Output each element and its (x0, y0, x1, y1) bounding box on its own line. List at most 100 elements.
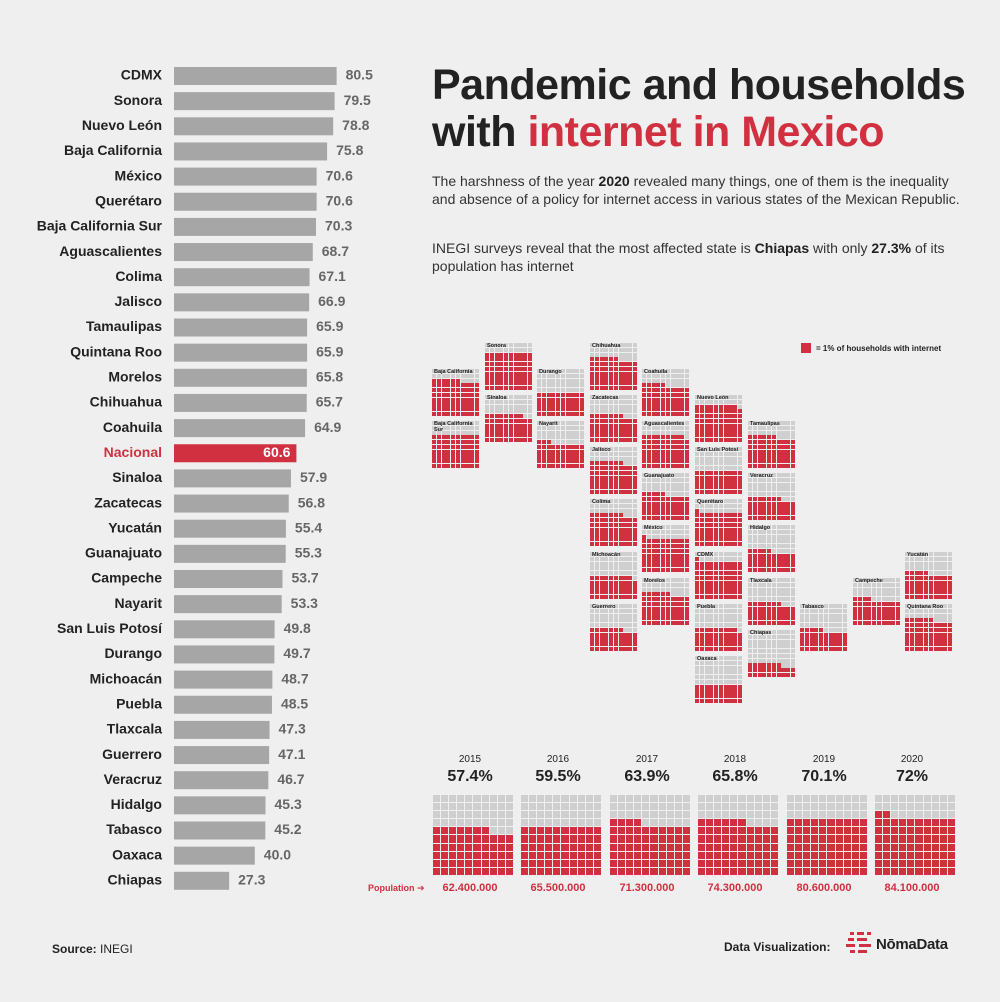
waffle-cell (642, 425, 647, 430)
waffle-cell (441, 449, 446, 454)
waffle-cell (594, 508, 599, 513)
waffle-cell (628, 395, 633, 400)
waffle-cell (651, 568, 656, 573)
waffle-cell (835, 851, 843, 859)
waffle-cell (819, 618, 824, 623)
waffle-cell (685, 563, 690, 568)
waffle-cell (718, 585, 723, 590)
waffle-cell (786, 582, 791, 587)
waffle-cell (465, 867, 473, 875)
waffle-cell (748, 511, 753, 516)
waffle-cell (646, 529, 651, 534)
waffle-cell (791, 492, 796, 497)
waffle-cell (738, 447, 743, 452)
waffle-cell (642, 506, 647, 511)
waffle-cell (599, 575, 604, 580)
waffle-cell (590, 466, 595, 471)
waffle-cell (809, 637, 814, 642)
waffle-cell (485, 414, 490, 419)
waffle-cell (786, 459, 791, 464)
waffle-cell (728, 451, 733, 456)
waffle-cell (446, 440, 451, 445)
waffle-cell (738, 575, 743, 580)
waffle-cell (752, 430, 757, 435)
state-tile: Nayarit (537, 419, 587, 469)
bar (174, 544, 286, 563)
waffle-cell (665, 611, 670, 616)
waffle-cell (828, 623, 833, 628)
waffle-cell (714, 561, 719, 566)
waffle-cell (446, 425, 451, 430)
waffle-cell (594, 366, 599, 371)
waffle-cell (642, 563, 647, 568)
waffle-cell (633, 376, 638, 381)
waffle-cell (665, 592, 670, 597)
waffle-cell (541, 412, 546, 417)
waffle-cell (723, 395, 728, 400)
waffle-cell (499, 404, 504, 409)
waffle-cell (872, 578, 877, 583)
waffle-cell (513, 376, 518, 381)
waffle-cell (709, 613, 714, 618)
waffle-cell (695, 556, 700, 561)
waffle-cell (791, 544, 796, 549)
bar-category-label: Jalisco (115, 293, 162, 309)
waffle-cell (709, 451, 714, 456)
waffle-cell (811, 819, 819, 827)
waffle-grid (432, 369, 480, 417)
waffle-cell (545, 795, 553, 803)
waffle-cell (623, 475, 628, 480)
map-legend: = 1% of households with internet (801, 343, 941, 353)
waffle-cell (642, 851, 650, 859)
waffle-cell (748, 587, 753, 592)
waffle-cell (590, 399, 595, 404)
waffle-cell (565, 397, 570, 402)
waffle-cell (518, 414, 523, 419)
waffle-cell (623, 552, 628, 557)
waffle-cell (853, 616, 858, 621)
waffle-cell (675, 553, 680, 558)
waffle-cell (762, 621, 767, 626)
waffle-cell (633, 456, 638, 461)
waffle-cell (537, 369, 542, 374)
waffle-cell (599, 647, 604, 652)
waffle-cell (738, 665, 743, 670)
waffle-cell (613, 381, 618, 386)
waffle-cell (565, 369, 570, 374)
waffle-cell (680, 492, 685, 497)
waffle-cell (909, 590, 914, 595)
waffle-cell (819, 843, 827, 851)
waffle-cell (661, 539, 666, 544)
waffle-cell (754, 811, 762, 819)
waffle-cell (594, 343, 599, 348)
waffle-cell (546, 373, 551, 378)
waffle-cell (666, 867, 674, 875)
waffle-cell (658, 795, 666, 803)
waffle-cell (609, 395, 614, 400)
waffle-cell (791, 658, 796, 663)
waffle-cell (446, 421, 451, 426)
waffle-cell (489, 423, 494, 428)
waffle-cell (610, 867, 618, 875)
waffle-cell (594, 381, 599, 386)
waffle-cell (613, 503, 618, 508)
waffle-cell (489, 859, 497, 867)
waffle-cell (580, 425, 585, 430)
waffle-cell (730, 867, 738, 875)
waffle-cell (585, 843, 593, 851)
waffle-cell (704, 642, 709, 647)
waffle-cell (685, 587, 690, 592)
waffle-cell (938, 590, 943, 595)
waffle-cell (560, 412, 565, 417)
waffle-cell (699, 404, 704, 409)
waffle-cell (709, 447, 714, 452)
state-tile-label: Quintana Roo (907, 604, 944, 610)
waffle-cell (628, 423, 633, 428)
waffle-cell (670, 558, 675, 563)
waffle-cell (786, 668, 791, 673)
waffle-cell (529, 795, 537, 803)
waffle-cell (560, 430, 565, 435)
waffle-cell (618, 608, 623, 613)
waffle-cell (651, 525, 656, 530)
waffle-cell (699, 618, 704, 623)
